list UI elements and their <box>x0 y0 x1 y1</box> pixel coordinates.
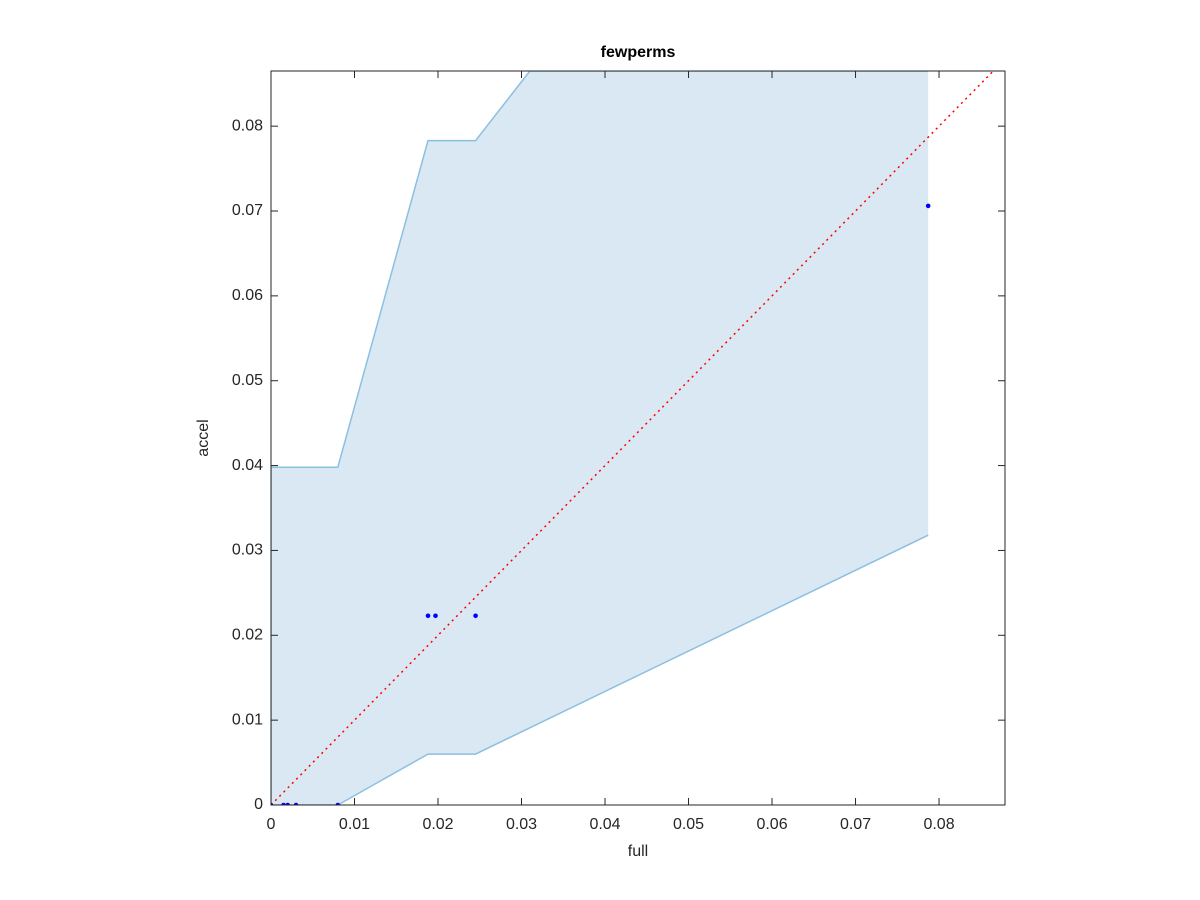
data-point <box>271 802 274 805</box>
x-tick-label: 0.05 <box>673 816 704 833</box>
reference-line <box>271 71 995 805</box>
data-point <box>293 802 299 805</box>
x-tick-label: 0.07 <box>840 816 871 833</box>
y-tick-label: 0 <box>254 796 263 813</box>
band-upper-edge <box>271 71 929 469</box>
y-tick-label: 0.08 <box>232 117 263 134</box>
y-tick-label: 0.06 <box>232 287 263 304</box>
x-tick-label: 0.01 <box>339 816 370 833</box>
y-tick-label: 0.03 <box>232 542 263 559</box>
band-fill <box>271 71 929 805</box>
data-point <box>433 613 438 619</box>
data-point <box>335 802 341 805</box>
y-tick-label: 0.04 <box>232 457 263 474</box>
y-tick-label: 0.05 <box>232 372 263 389</box>
data-point <box>281 802 286 805</box>
axes-box <box>270 70 1006 806</box>
x-tick-label: 0.03 <box>506 816 537 833</box>
band-lower-edge <box>271 534 929 805</box>
data-point <box>425 613 431 619</box>
y-tick-label: 0.02 <box>232 627 263 644</box>
x-tick-label: 0.06 <box>756 816 787 833</box>
data-point <box>473 613 478 619</box>
data-point <box>925 203 931 209</box>
axes: 0 0.01 0.02 0.03 0.04 0.05 0.06 0.07 0.08 0 0.01 0.… <box>232 70 1006 833</box>
y-tick-label: 0.07 <box>232 202 263 219</box>
x-axis-label: full <box>628 843 648 860</box>
x-tick-label: 0.02 <box>422 816 453 833</box>
plot-area <box>271 71 995 805</box>
data-point <box>285 802 291 805</box>
chart-title: fewperms <box>601 44 676 61</box>
x-tick-label: 0.04 <box>589 816 620 833</box>
y-axis-label: accel <box>195 419 212 456</box>
x-tick-label: 0 <box>267 816 276 833</box>
y-tick-label: 0.01 <box>232 711 263 728</box>
x-tick-label: 0.08 <box>923 816 954 833</box>
